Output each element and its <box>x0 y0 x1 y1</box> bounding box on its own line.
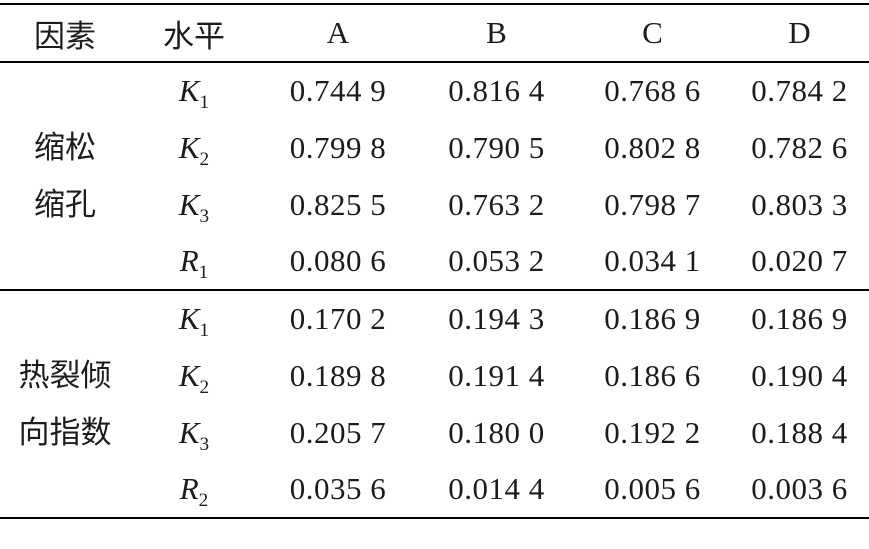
level-symbol: R <box>179 471 199 506</box>
value-cell: 0.080 6 <box>289 243 387 278</box>
level-symbol: R <box>179 243 199 278</box>
value-cell: 0.186 6 <box>604 357 701 393</box>
level-label: R2 <box>130 461 258 518</box>
value-cell: 0.205 7 <box>289 414 387 450</box>
value-cell: 0.003 6 <box>751 471 848 506</box>
table-row: K2 0.189 8 0.191 4 0.186 6 0.190 4 <box>0 347 869 404</box>
value-cell: 0.782 6 <box>751 129 848 165</box>
level-symbol: K <box>178 414 200 450</box>
value-cell: 0.053 2 <box>448 243 545 278</box>
level-subscript: 3 <box>199 433 210 455</box>
value-cell: 0.035 6 <box>289 471 387 506</box>
table-row: K3 0.205 7 0.180 0 0.192 2 0.188 4 <box>0 404 869 461</box>
value-cell: 0.014 4 <box>448 471 545 506</box>
factor-line: 向指数 <box>18 415 112 450</box>
header-level: 水平 <box>163 18 225 54</box>
value-cell: 0.784 2 <box>751 73 848 108</box>
factor-line: 热裂倾 <box>18 358 112 393</box>
level-subscript: 3 <box>199 205 210 227</box>
level-label: K1 <box>130 290 258 347</box>
table-row: K3 0.825 5 0.763 2 0.798 7 0.803 3 <box>0 176 869 233</box>
level-symbol: K <box>178 186 200 222</box>
level-symbol: K <box>178 129 200 165</box>
value-cell: 0.020 7 <box>751 243 848 278</box>
group-shrinkage: 缩松 缩孔 K1 0.744 9 0.816 4 0.768 6 0.784 2… <box>0 62 869 290</box>
value-cell: 0.803 3 <box>751 186 848 222</box>
header-factor: 因素 <box>34 18 96 54</box>
value-cell: 0.768 6 <box>604 73 701 108</box>
table-row: R1 0.080 6 0.053 2 0.034 1 0.020 7 <box>0 233 869 290</box>
value-cell: 0.188 4 <box>751 414 848 450</box>
table-row: 热裂倾 向指数 K1 0.170 2 0.194 3 0.186 9 0.186… <box>0 290 869 450</box>
value-cell: 0.186 9 <box>751 301 848 336</box>
value-cell: 0.790 5 <box>448 129 545 165</box>
value-cell: 0.180 0 <box>448 414 545 450</box>
value-cell: 0.816 4 <box>448 73 545 108</box>
level-label: K3 <box>130 176 258 233</box>
level-label: K2 <box>130 119 258 176</box>
value-cell: 0.192 2 <box>604 414 701 450</box>
value-cell: 0.186 9 <box>604 301 701 336</box>
value-cell: 0.763 2 <box>448 186 545 222</box>
value-cell: 0.799 8 <box>289 129 387 165</box>
factor-line: 缩孔 <box>34 187 96 222</box>
level-subscript: 2 <box>199 376 210 398</box>
value-cell: 0.190 4 <box>751 357 848 393</box>
value-cell: 0.798 7 <box>604 186 701 222</box>
value-cell: 0.034 1 <box>604 243 701 278</box>
level-label: K3 <box>130 404 258 461</box>
value-cell: 0.825 5 <box>289 186 387 222</box>
table-row: R2 0.035 6 0.014 4 0.005 6 0.003 6 <box>0 461 869 518</box>
header-col-d: D <box>788 15 811 50</box>
level-label: R1 <box>130 233 258 290</box>
level-subscript: 2 <box>199 148 210 170</box>
factor-line: 缩松 <box>34 130 96 165</box>
level-label: K2 <box>130 347 258 404</box>
level-subscript: 1 <box>198 262 209 284</box>
value-cell: 0.802 8 <box>604 129 701 165</box>
level-subscript: 1 <box>199 92 210 114</box>
header-col-a: A <box>326 15 350 50</box>
value-cell: 0.191 4 <box>448 357 545 393</box>
header-col-b: B <box>486 15 507 50</box>
factor-label-hot-tearing: 热裂倾 向指数 <box>0 290 130 518</box>
level-symbol: K <box>178 357 200 393</box>
value-cell: 0.189 8 <box>289 357 387 393</box>
table-row: 缩松 缩孔 K1 0.744 9 0.816 4 0.768 6 0.784 2 <box>0 62 869 222</box>
level-symbol: K <box>178 73 200 108</box>
value-cell: 0.744 9 <box>289 73 387 108</box>
level-label: K1 <box>130 62 258 119</box>
value-cell: 0.170 2 <box>289 301 387 336</box>
level-subscript: 2 <box>198 490 209 512</box>
table-row: K2 0.799 8 0.790 5 0.802 8 0.782 6 <box>0 119 869 176</box>
factor-label-shrinkage: 缩松 缩孔 <box>0 62 130 290</box>
group-hot-tearing: 热裂倾 向指数 K1 0.170 2 0.194 3 0.186 9 0.186… <box>0 290 869 518</box>
header-row: 因素 水平 A B C D <box>0 4 869 62</box>
level-subscript: 1 <box>199 320 210 342</box>
value-cell: 0.005 6 <box>604 471 701 506</box>
level-symbol: K <box>178 301 200 336</box>
header-col-c: C <box>642 15 663 50</box>
orthogonal-analysis-table: 因素 水平 A B C D 缩松 缩孔 K1 0.744 9 0.816 4 0… <box>0 3 869 519</box>
value-cell: 0.194 3 <box>448 301 545 336</box>
